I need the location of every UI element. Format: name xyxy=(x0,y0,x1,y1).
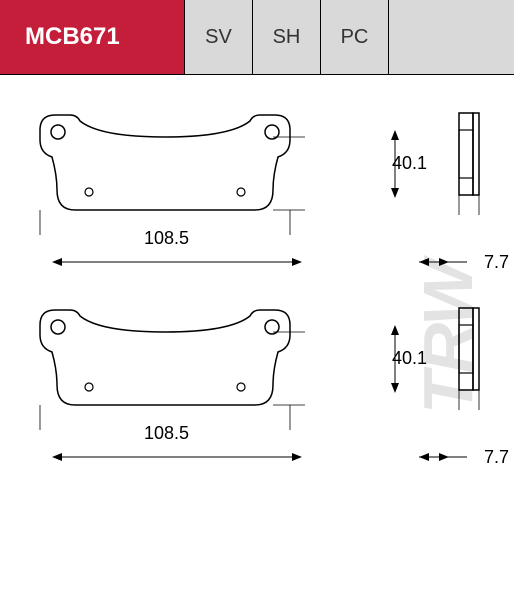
pad-row: 40.1 xyxy=(25,105,489,240)
variants-row: SV SH PC xyxy=(185,0,514,74)
pad-front-view xyxy=(25,105,335,240)
variant-label: PC xyxy=(341,26,369,49)
thickness-value: 7.7 xyxy=(484,252,509,273)
thickness-dimension-arrow-icon xyxy=(417,445,477,470)
width-value: 108.5 xyxy=(140,228,193,249)
part-number: MCB671 xyxy=(25,23,120,51)
variant-cell: PC xyxy=(321,0,389,74)
height-dimension: 40.1 xyxy=(370,105,420,215)
part-number-cell: MCB671 xyxy=(0,0,185,74)
variant-cell: SV xyxy=(185,0,253,74)
pad-row: 40.1 xyxy=(25,300,489,435)
pad-front-view xyxy=(25,300,335,435)
variant-label: SH xyxy=(273,26,301,49)
diagram-content: TRW 40.1 xyxy=(0,75,514,600)
header: MCB671 SV SH PC xyxy=(0,0,514,75)
pad-side-view xyxy=(455,300,483,415)
thickness-dimension-arrow-icon xyxy=(417,250,477,275)
height-dimension: 40.1 xyxy=(370,300,420,410)
header-spacer xyxy=(389,0,514,74)
brake-pad-shape-icon xyxy=(25,105,305,235)
width-dimension-row: 108.5 7.7 xyxy=(25,445,489,470)
width-value: 108.5 xyxy=(140,423,193,444)
width-dimension-row: 108.5 7.7 xyxy=(25,250,489,275)
thickness-value: 7.7 xyxy=(484,447,509,468)
height-value: 40.1 xyxy=(392,153,427,174)
height-value: 40.1 xyxy=(392,348,427,369)
brake-pad-side-icon xyxy=(455,300,483,410)
pad-side-view xyxy=(455,105,483,220)
brake-pad-side-icon xyxy=(455,105,483,215)
variant-cell: SH xyxy=(253,0,321,74)
width-dimension-arrow-icon xyxy=(37,250,317,275)
variant-label: SV xyxy=(205,26,232,49)
brake-pad-shape-icon xyxy=(25,300,305,430)
width-dimension-arrow-icon xyxy=(37,445,317,470)
